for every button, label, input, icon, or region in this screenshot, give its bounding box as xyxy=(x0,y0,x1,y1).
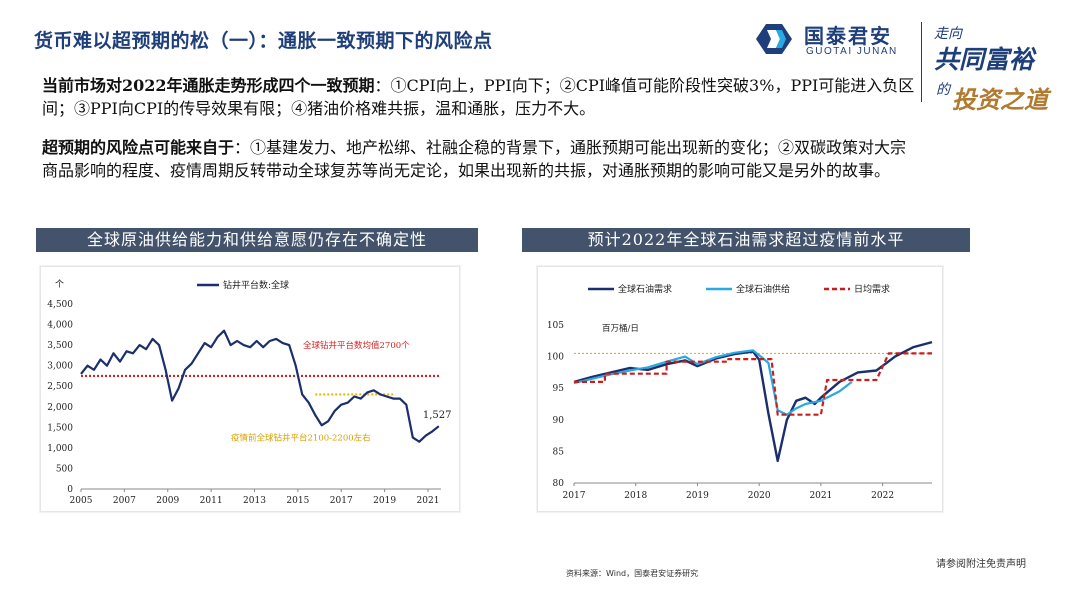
paragraph-consensus-text: ：①CPI向上，PPI向下；②CPI峰值可能阶段性突破3%，PPI可能进入负区间… xyxy=(42,76,915,118)
y-tick-label: 105 xyxy=(547,321,564,331)
logo-english-name: GUOTAI JUNAN xyxy=(806,46,898,57)
logo-divider xyxy=(921,22,922,102)
page-title: 货币难以超预期的松（一）：通胀一致预期下的风险点 xyxy=(34,30,493,52)
paragraph-risk-text: ：①基建发力、地产松绑、社融企稳的背景下，通胀预期可能出现新的变化；②双碳政策对… xyxy=(42,138,907,180)
paragraph-risk-lead: 超预期的风险点可能来自于 xyxy=(42,138,235,157)
x-tick-label: 2018 xyxy=(624,491,647,501)
y-tick-label: 100 xyxy=(547,353,564,363)
series-line-supply xyxy=(573,349,853,416)
y-tick-label: 80 xyxy=(553,479,565,489)
x-tick-label: 2020 xyxy=(748,491,771,501)
series-line-rig-count xyxy=(80,329,440,443)
data-source: 资料来源：Wind，国泰君安证券研究 xyxy=(566,569,699,578)
x-tick-label: 2007 xyxy=(113,496,136,506)
reference-label-precovid: 疫情前全球钻井平台2100-2200左右 xyxy=(231,433,371,444)
x-tick-label: 2021 xyxy=(417,496,440,506)
x-tick-label: 2017 xyxy=(330,496,353,506)
chart-oil-demand-svg: 百万桶/日 80 85 90 95 100 105 2017 2018 2019 2020 2021 2… xyxy=(547,283,933,501)
reference-label-mean: 全球钻井平台数均值2700个 xyxy=(303,340,410,351)
slogan-line2: 共同富裕 xyxy=(934,45,1037,74)
y-tick-label: 2,500 xyxy=(47,382,73,392)
slogan-line3: 的 xyxy=(936,82,952,98)
disclaimer-note: 请参阅附注免责声明 xyxy=(936,559,1026,570)
chart-rig-count: 个 0 500 1,000 1,500 2,000 2,500 3,000 3,500 4,000… xyxy=(40,266,460,512)
y-tick-label: 85 xyxy=(553,447,565,457)
y-tick-label: 95 xyxy=(553,384,565,394)
y-tick-label: 2,000 xyxy=(47,403,73,413)
paragraph-consensus-lead: 当前市场对2022年通胀走势形成四个一致预期 xyxy=(42,76,375,95)
y-tick-label: 1,000 xyxy=(47,444,73,454)
annotation-last-value: 1,527 xyxy=(423,410,452,421)
x-tick-label: 2005 xyxy=(70,496,93,506)
x-tick-label: 2019 xyxy=(686,491,709,501)
legend-label-demand: 全球石油需求 xyxy=(618,283,672,295)
y-axis-unit: 个 xyxy=(55,279,64,290)
logo-mark-icon xyxy=(756,24,792,54)
slogan-line4: 投资之道 xyxy=(952,85,1052,114)
legend-label-rig-count: 钻井平台数:全球 xyxy=(223,279,289,291)
legend-label-daily-demand: 日均需求 xyxy=(854,283,890,295)
y-tick-label: 90 xyxy=(553,416,565,426)
series-line-daily-demand xyxy=(574,352,932,416)
paragraph-risk: 超预期的风险点可能来自于：①基建发力、地产松绑、社融企稳的背景下，通胀预期可能出… xyxy=(42,136,922,182)
paragraph-consensus: 当前市场对2022年通胀走势形成四个一致预期：①CPI向上，PPI向下；②CPI… xyxy=(42,74,922,120)
x-tick-label: 2013 xyxy=(243,496,266,506)
chart-oil-demand: 百万桶/日 80 85 90 95 100 105 2017 2018 2019 2020 2021 2… xyxy=(537,266,943,512)
x-tick-label: 2022 xyxy=(871,491,894,501)
y-tick-label: 3,000 xyxy=(47,362,73,372)
x-tick-label: 2009 xyxy=(156,496,179,506)
x-tick-label: 2011 xyxy=(200,496,223,506)
company-logo: 国泰君安 GUOTAI JUNAN xyxy=(752,18,912,62)
y-tick-label: 0 xyxy=(67,485,73,495)
legend-label-supply: 全球石油供给 xyxy=(736,283,790,295)
x-tick-label: 2019 xyxy=(373,496,396,506)
logo-chinese-name: 国泰君安 xyxy=(804,24,892,48)
y-tick-label: 3,500 xyxy=(47,341,73,351)
section-header-left: 全球原油供给能力和供给意愿仍存在不确定性 xyxy=(36,228,478,252)
y-tick-label: 4,000 xyxy=(47,321,73,331)
y-tick-label: 4,500 xyxy=(47,300,73,310)
section-header-right: 预计2022年全球石油需求超过疫情前水平 xyxy=(522,228,970,252)
chart-rig-count-svg: 个 0 500 1,000 1,500 2,000 2,500 3,000 3,500 4,000… xyxy=(47,279,452,506)
slogan-calligraphy: 走向 共同富裕 的 投资之道 xyxy=(934,26,1052,114)
x-tick-label: 2015 xyxy=(286,496,309,506)
series-line-demand xyxy=(573,340,933,463)
y-axis-unit: 百万桶/日 xyxy=(602,323,639,334)
x-tick-label: 2021 xyxy=(809,491,832,501)
y-tick-label: 500 xyxy=(56,464,73,474)
x-tick-label: 2017 xyxy=(563,491,586,501)
slogan-line1: 走向 xyxy=(934,26,964,42)
y-tick-label: 1,500 xyxy=(47,423,73,433)
